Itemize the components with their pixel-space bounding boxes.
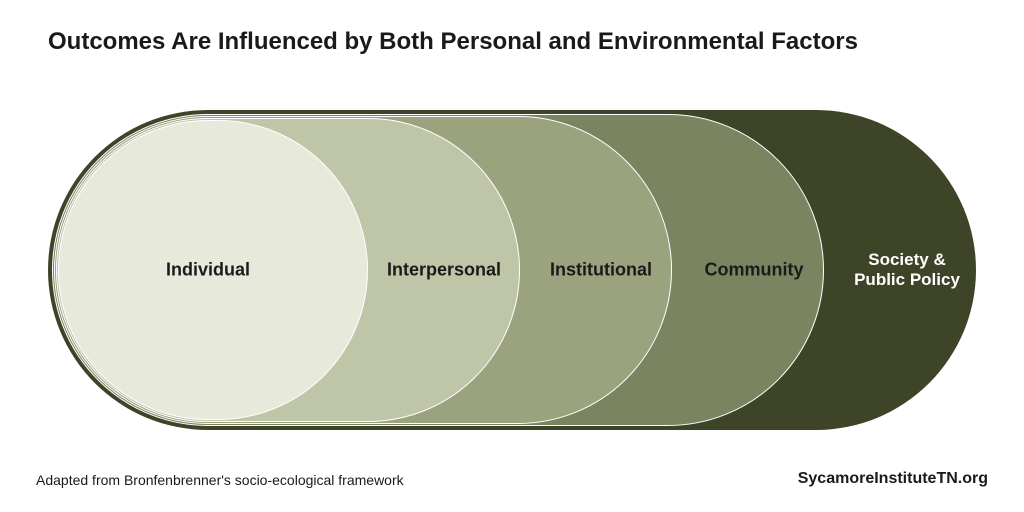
ring-label-0: Society & Public Policy	[842, 250, 972, 290]
page-title: Outcomes Are Influenced by Both Personal…	[48, 28, 858, 56]
ring-label-4: Individual	[138, 260, 278, 281]
nested-pill-diagram: Society & Public Policy Community Institut…	[48, 110, 976, 430]
footer-attribution: Adapted from Bronfenbrenner's socio-ecol…	[36, 472, 404, 488]
ring-label-2: Institutional	[526, 260, 676, 281]
ring-label-1: Community	[684, 260, 824, 281]
ring-label-3: Interpersonal	[364, 260, 524, 281]
footer-source: SycamoreInstituteTN.org	[798, 470, 988, 488]
